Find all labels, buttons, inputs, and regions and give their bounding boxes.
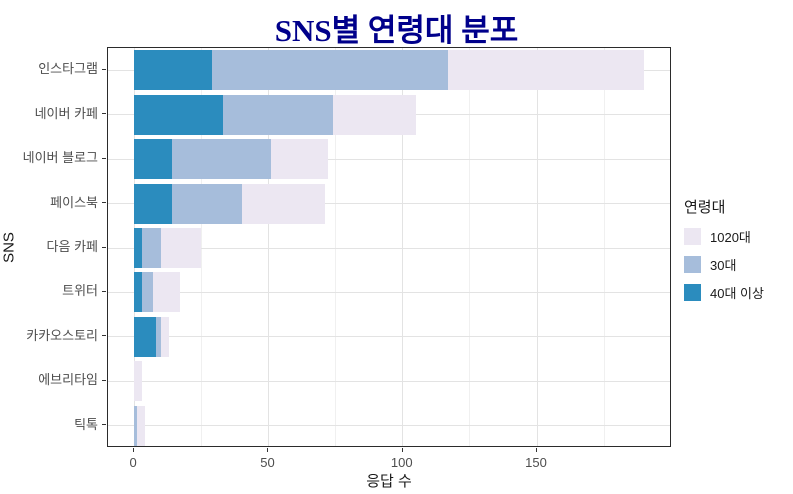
- bar-row: [134, 405, 145, 446]
- bar-segment: [134, 361, 143, 402]
- legend-swatch: [684, 228, 701, 245]
- bar-segment: [134, 316, 156, 357]
- bar-segment: [134, 405, 137, 446]
- bar-segment: [134, 228, 143, 268]
- gridline-minor-vertical: [335, 48, 337, 446]
- y-axis-tick: [102, 246, 106, 248]
- x-axis-tick: [536, 448, 538, 452]
- y-axis-tick: [102, 290, 106, 292]
- bar-row: [134, 50, 645, 91]
- legend-label: 40대 이상: [710, 286, 764, 301]
- bar-segment: [241, 183, 325, 224]
- y-tick-label: 에브리타임: [38, 372, 98, 388]
- bar-segment: [134, 94, 223, 135]
- bar-segment: [134, 139, 172, 180]
- bar-segment: [161, 316, 170, 357]
- bar-row: [134, 228, 202, 268]
- x-axis-title: 응답 수: [366, 473, 412, 490]
- y-tick-label: 인스타그램: [38, 61, 98, 77]
- bar-segment: [136, 405, 145, 446]
- y-axis-tick: [102, 113, 106, 115]
- bar-segment: [448, 50, 645, 91]
- bar-row: [134, 183, 325, 224]
- bar-segment: [171, 139, 272, 180]
- bar-row: [134, 94, 417, 135]
- y-axis-tick: [102, 202, 106, 204]
- legend-title: 연령대: [684, 199, 726, 216]
- gridline-major-horizontal: [108, 380, 670, 382]
- legend-item: 1020대: [684, 227, 792, 246]
- y-tick-label: 다음 카페: [46, 239, 98, 254]
- y-tick-label: 트위터: [62, 283, 98, 299]
- gridline-major-horizontal: [108, 336, 670, 338]
- x-tick-label: 100: [390, 455, 413, 470]
- gridline-minor-vertical: [469, 48, 471, 446]
- x-axis-tick: [267, 448, 269, 452]
- bar-segment: [171, 183, 242, 224]
- gridline-major-vertical: [536, 48, 538, 446]
- legend-label: 1020대: [710, 230, 751, 245]
- legend: 연령대 1020대 30대 40대 이상: [684, 196, 792, 311]
- y-tick-label: 카카오스토리: [26, 327, 98, 343]
- gridline-minor-vertical: [603, 48, 605, 446]
- gridline-major-horizontal: [108, 203, 670, 205]
- legend-item: 40대 이상: [684, 283, 792, 302]
- y-axis-title: SNS: [0, 232, 18, 263]
- bar-row: [134, 272, 180, 313]
- y-tick-label: 네이버 블로그: [22, 150, 98, 166]
- legend-label: 30대: [710, 258, 737, 273]
- bar-segment: [134, 272, 143, 313]
- gridline-major-horizontal: [108, 291, 670, 293]
- x-tick-label: 0: [129, 455, 137, 470]
- gridline-major-vertical: [402, 48, 404, 446]
- y-tick-label: 틱톡: [74, 416, 98, 432]
- y-tick-label: 페이스북: [50, 194, 98, 210]
- bar-segment: [155, 316, 162, 357]
- gridline-major-horizontal: [108, 158, 670, 160]
- legend-swatch: [684, 284, 701, 301]
- y-axis-tick: [102, 379, 106, 381]
- legend-swatch: [684, 256, 701, 273]
- gridline-major-vertical: [267, 48, 269, 446]
- gridline-major-horizontal: [108, 425, 670, 427]
- bar-row: [134, 139, 328, 180]
- legend-item: 30대: [684, 255, 792, 274]
- y-axis-tick: [102, 335, 106, 337]
- x-axis-tick: [133, 448, 135, 452]
- bar-segment: [142, 272, 153, 313]
- bar-segment: [332, 94, 417, 135]
- bar-segment: [152, 272, 180, 313]
- x-axis-tick: [401, 448, 403, 452]
- x-tick-label: 150: [525, 455, 547, 470]
- y-axis-tick: [102, 424, 106, 426]
- y-axis-tick: [102, 68, 106, 70]
- bar-segment: [161, 228, 202, 268]
- x-tick-label: 50: [260, 455, 275, 470]
- y-axis-tick: [102, 157, 106, 159]
- bar-segment: [134, 50, 213, 91]
- bar-row: [134, 316, 170, 357]
- y-tick-label: 네이버 카페: [34, 105, 98, 121]
- gridline-minor-vertical: [200, 48, 202, 446]
- bar-segment: [271, 139, 328, 180]
- bar-segment: [222, 94, 333, 135]
- bar-segment: [134, 183, 172, 224]
- legend-items: 1020대 30대 40대 이상: [684, 227, 792, 302]
- gridline-major-horizontal: [108, 247, 670, 249]
- bar-segment: [212, 50, 449, 91]
- bar-row: [134, 361, 143, 402]
- plot-panel: [107, 47, 671, 447]
- bar-segment: [142, 228, 162, 268]
- chart-title: SNS별 연령대 분포: [274, 13, 519, 48]
